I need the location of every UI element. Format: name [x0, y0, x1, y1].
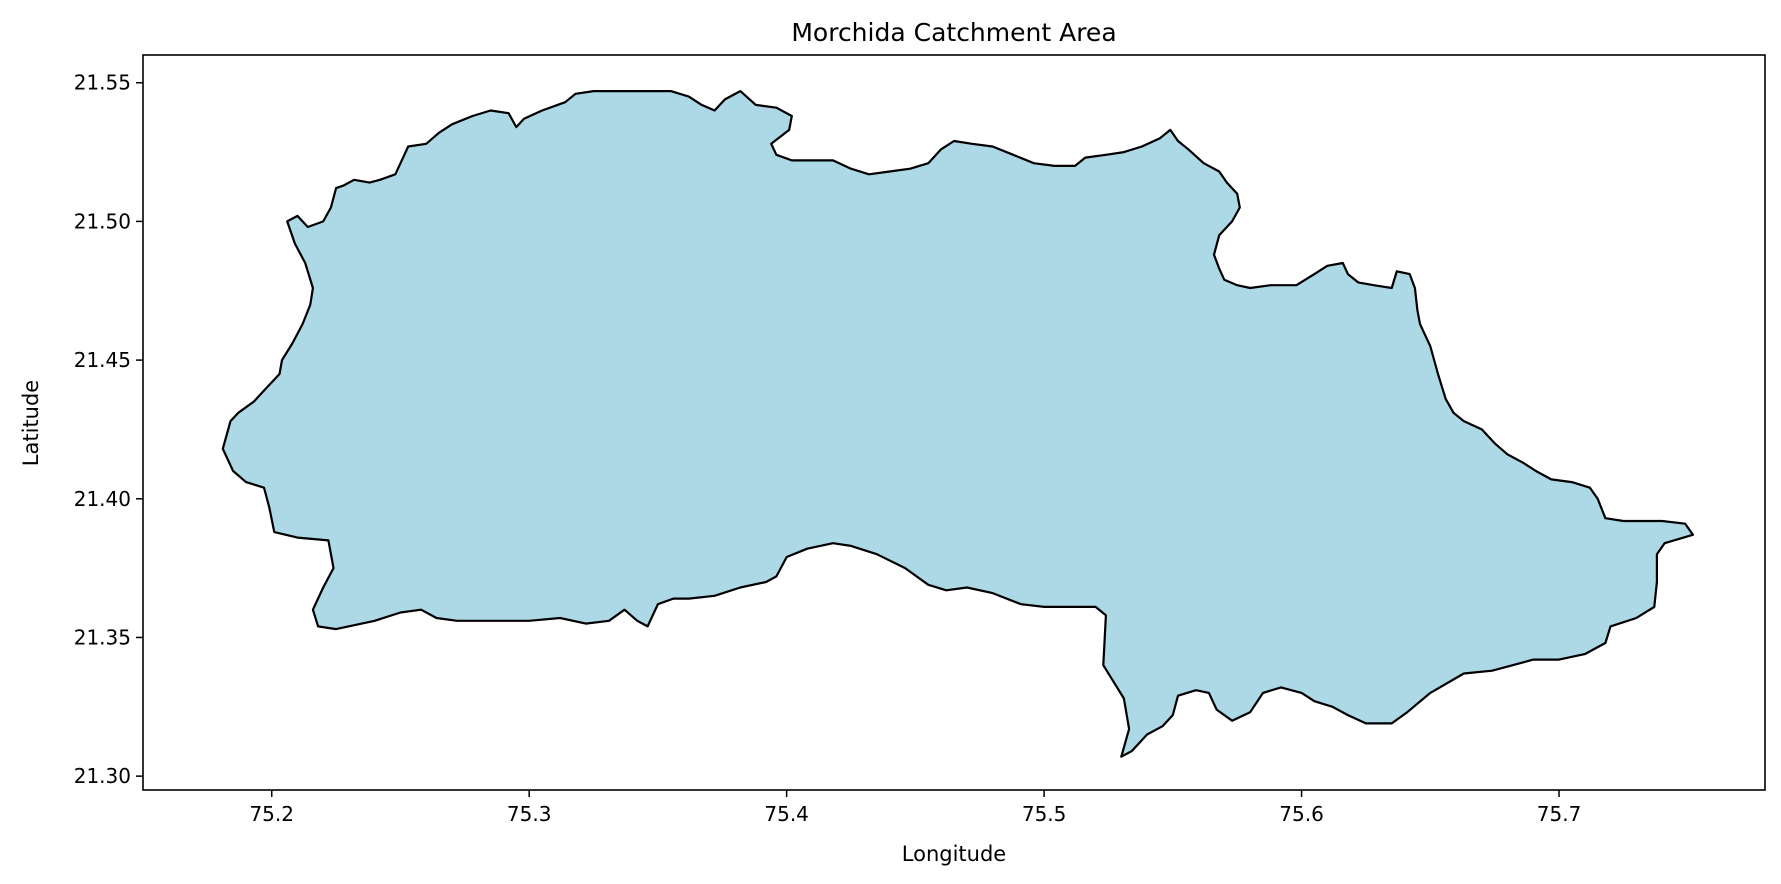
- y-tick-label: 21.30: [74, 764, 131, 788]
- y-tick-label: 21.35: [74, 625, 131, 649]
- y-tick-label: 21.45: [74, 348, 131, 372]
- y-axis-label: Latitude: [19, 380, 43, 466]
- catchment-layer: [221, 89, 1695, 758]
- x-tick-label: 75.3: [507, 802, 552, 826]
- plot-frame: [142, 54, 1766, 791]
- x-tick-label: 75.2: [249, 802, 294, 826]
- x-tick-label: 75.7: [1537, 802, 1582, 826]
- x-tick-label: 75.5: [1022, 802, 1067, 826]
- x-axis-label: Longitude: [902, 842, 1006, 866]
- y-tick-label: 21.40: [74, 487, 131, 511]
- y-tick-label: 21.55: [74, 71, 131, 95]
- y-tick-label: 21.50: [74, 209, 131, 233]
- y-axis: 21.30 21.35 21.40 21.45 21.50 21.55: [74, 71, 143, 788]
- x-tick-label: 75.4: [764, 802, 809, 826]
- catchment-boundary: [221, 89, 1695, 758]
- map-title: Morchida Catchment Area: [791, 18, 1116, 47]
- x-tick-label: 75.6: [1279, 802, 1324, 826]
- x-axis: 75.2 75.3 75.4 75.5 75.6 75.7: [249, 790, 1581, 826]
